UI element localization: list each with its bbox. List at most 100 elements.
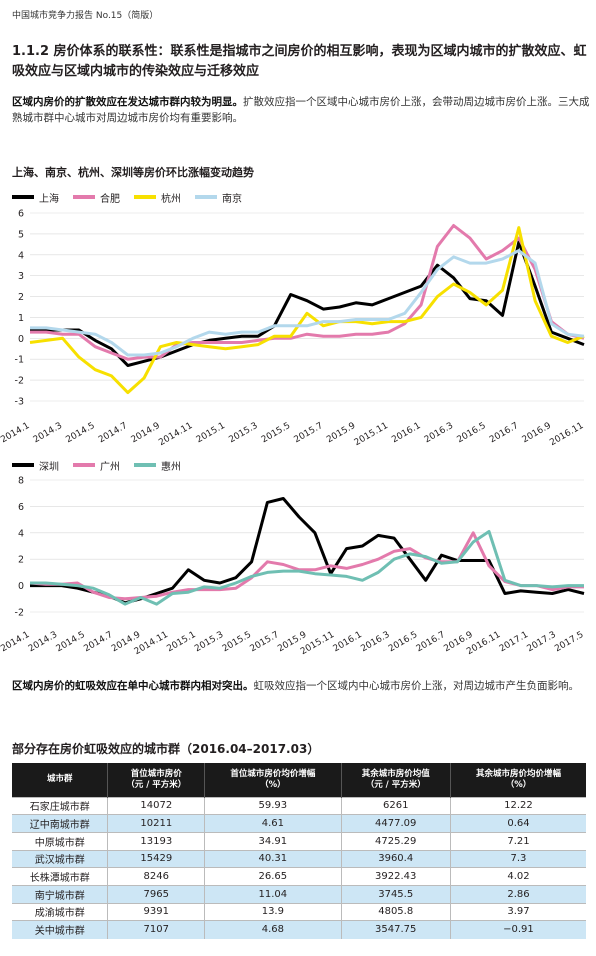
x-tick-label: 2015.1 [195,421,227,445]
x-tick-label: 2017.3 [526,630,558,654]
table-header-cell: 其余城市房价均价增幅 （%） [450,763,586,797]
x-tick-label: 2016.1 [390,421,422,445]
table-cell: 59.93 [204,796,342,815]
y-tick-label: 4 [18,250,24,261]
table-cell: 13.9 [204,902,342,921]
x-tick-label: 2014.5 [64,421,96,445]
table-row: 关中城市群 7107 4.68 3547.75 −0.91 [12,920,586,939]
legend-label: 上海 [39,193,59,205]
table-cell: 3.97 [450,902,586,921]
x-tick-label: 2016.5 [387,630,419,654]
y-tick-label: 6 [18,209,24,220]
table-cell: 成渝城市群 [12,902,109,921]
y-tick-label: 8 [18,476,24,487]
section-heading: 1.1.2 房价体系的联系性：联系性是指城市之间房价的相互影响，表现为区域内城市… [12,44,587,79]
x-tick-label: 2016.7 [415,630,447,654]
table-cell: 0.64 [450,814,586,833]
table-cell: 2.86 [450,884,586,904]
x-tick-label: 2014.9 [130,421,163,446]
paragraph-siphon: 区域内房价的虹吸效应在单中心城市群内相对突出。虹吸效应指一个区域内中心城市房价上… [12,678,590,694]
x-tick-label: 2017.5 [553,630,585,654]
y-tick-label: 1 [18,313,24,324]
x-tick-label: 2015.11 [353,421,390,448]
running-head: 中国城市竞争力报告 No.15（简版） [12,11,159,21]
legend-swatch [134,195,156,199]
y-tick-label: -3 [15,397,24,408]
table-cell: 7.21 [450,831,586,851]
series-line [29,531,584,601]
paragraph-diffusion: 区域内房价的扩散效应在发达城市群内较为明显。扩散效应指一个区域中心城市房价上涨，… [12,94,590,126]
table-cell: −0.91 [450,920,586,939]
y-tick-label: 4 [18,528,24,539]
chart1-legend: 上海 合肥 杭州 南京 [12,190,256,205]
legend-swatch [73,463,95,467]
chart-title: 上海、南京、杭州、深圳等房价环比涨幅变动趋势 [12,166,254,179]
legend-swatch [12,195,34,199]
table-cell: 3922.43 [341,867,451,886]
table-title: 部分存在房价虹吸效应的城市群（2016.04–2017.03） [12,742,320,756]
legend-label: 广州 [100,461,120,473]
series-line [30,530,584,606]
x-tick-label: 2014.7 [97,421,129,445]
table-row: 成渝城市群 9391 13.9 4805.8 3.97 [12,902,586,921]
table-cell: 8246 [107,867,206,886]
series-line [29,226,585,395]
x-tick-label: 2016.9 [521,421,554,446]
y-tick-label: 6 [18,502,24,513]
table-cell: 10211 [107,814,206,833]
table-header-cell: 首位城市房价 （元 / 平方米） [107,763,206,797]
table-row: 武汉城市群 15429 40.31 3960.4 7.3 [12,849,586,868]
table-row: 长株潭城市群 8246 26.65 3922.43 4.02 [12,867,586,886]
table-cell: 7965 [107,884,206,904]
table-header-cell: 首位城市房价均价增幅 （%） [204,763,342,797]
legend-item: 上海 [12,190,59,205]
paragraph-siphon-lead: 区域内房价的虹吸效应在单中心城市群内相对突出。 [12,680,254,692]
y-tick-label: 3 [18,271,24,282]
x-tick-label: 2016.5 [455,421,487,445]
table-cell: 11.04 [204,884,342,904]
table-row: 中原城市群 13193 34.91 4725.29 7.21 [12,831,586,851]
legend-item: 南京 [195,190,242,205]
table-cell: 关中城市群 [12,920,109,939]
x-tick-label: 2015.7 [293,421,325,445]
x-tick-label: 2014.7 [82,630,114,654]
table-header-cell: 其余城市房价均值 （元 / 平方米） [341,763,451,797]
y-tick-label: 0 [18,334,24,345]
legend-swatch [73,195,95,199]
legend-label: 南京 [222,193,242,205]
table-row: 石家庄城市群 14072 59.93 6261 12.22 [12,796,586,815]
legend-swatch [134,463,156,467]
table-cell: 武汉城市群 [12,849,109,868]
chart2-legend: 深圳 广州 惠州 [12,458,195,473]
chart2-line-chart: -2024682014.12014.32014.52014.72014.9201… [0,476,586,658]
legend-item: 深圳 [12,458,59,473]
table-cell: 4.68 [204,920,342,939]
table-row: 南宁城市群 7965 11.04 3745.5 2.86 [12,884,586,904]
table-cell: 26.65 [204,867,342,886]
legend-label: 合肥 [100,193,120,205]
x-tick-label: 2015.9 [325,421,358,446]
table-cell: 3745.5 [341,884,451,904]
x-tick-label: 2015.5 [221,630,253,654]
legend-item: 杭州 [134,190,181,205]
table-cell: 34.91 [204,831,342,851]
y-tick-label: -2 [15,608,24,619]
legend-label: 惠州 [161,461,181,473]
x-tick-label: 2016.11 [548,421,585,448]
x-tick-label: 2014.11 [157,421,194,448]
table-row: 辽中南城市群 10211 4.61 4477.09 0.64 [12,814,586,833]
paragraph-diffusion-lead: 区域内房价的扩散效应在发达城市群内较为明显。 [12,96,243,108]
table-cell: 6261 [341,796,451,815]
table-cell: 7.3 [450,849,586,868]
x-tick-label: 2015.3 [193,630,225,654]
table-cell: 3960.4 [341,849,451,868]
table-body: 石家庄城市群 14072 59.93 6261 12.22 辽中南城市群 10211 4.61… [12,796,586,939]
table-header-row: 城市群 首位城市房价 （元 / 平方米） 首位城市房价均价增幅 （%） 其余城市房价均… [12,763,586,797]
x-tick-label: 2014.1 [0,421,32,445]
x-tick-label: 2014.5 [55,630,87,654]
y-tick-label: 2 [18,292,24,303]
paragraph-siphon-body: 虹吸效应指一个区域内中心城市房价上涨，对周边城市产生负面影响。 [253,680,580,692]
legend-item: 惠州 [134,458,181,473]
x-tick-label: 2016.3 [423,421,455,445]
table-cell: 4477.09 [341,814,451,833]
